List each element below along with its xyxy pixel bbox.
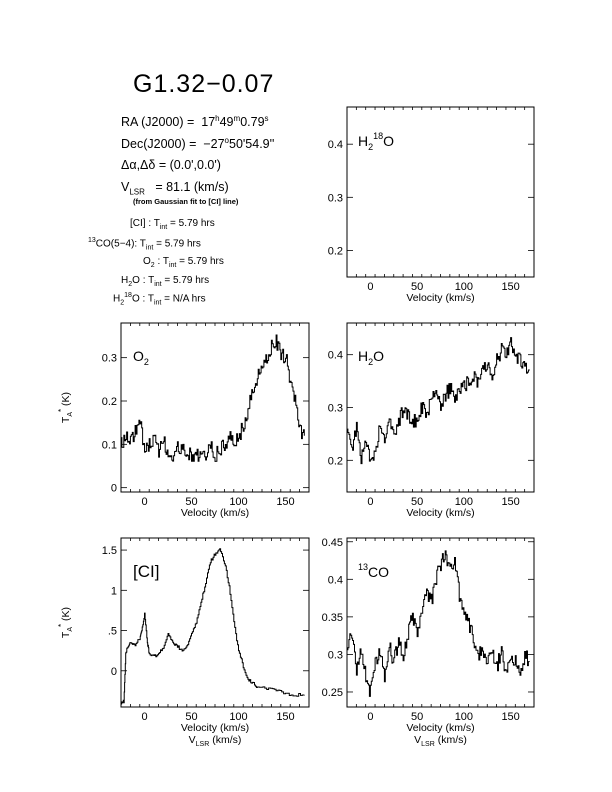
o2-xtick-label: 150 <box>276 496 294 508</box>
ci-spectrum-line <box>121 548 305 705</box>
tint-o2: O2 : Tint = 5.79 hrs <box>143 256 224 269</box>
13co-spectrum-line <box>347 550 530 697</box>
source-title: G1.32−0.07 <box>133 70 275 98</box>
13co-ytick-label: 0.25 <box>322 687 343 699</box>
ci-xtick-label: 0 <box>141 711 147 723</box>
13co-ytick-label: 0.35 <box>322 612 343 624</box>
o2-ytick-label: 0.1 <box>102 439 117 451</box>
o2-ytick-label: 0.2 <box>102 396 117 408</box>
vlsr-line: VLSR = 81.1 (km/s) <box>121 180 229 197</box>
13co-xlabel-velocity: Velocity (km/s) <box>406 722 474 734</box>
h218o-xtick-label: 0 <box>367 281 373 293</box>
13co-xtick-label: 100 <box>455 711 473 723</box>
h2o-xtick-label: 50 <box>411 496 423 508</box>
ci-ytick-label: 1.5 <box>102 545 117 557</box>
o2-label: O2 <box>133 348 149 367</box>
ci-label: [CI] <box>133 562 159 581</box>
h218o-ytick-label: 0.4 <box>328 139 343 151</box>
o2-xtick-label: 50 <box>185 496 197 508</box>
ci-ytick-label: .5 <box>108 626 117 638</box>
o2-xlabel: Velocity (km/s) <box>181 507 249 519</box>
ci-xtick-label: 150 <box>276 711 294 723</box>
dec-line: Dec(J2000) = −27o50'54.9'' <box>121 136 275 152</box>
ci-xlabel: VLSR (km/s) <box>189 734 242 748</box>
o2-xtick-label: 0 <box>141 496 147 508</box>
h2o-ytick-label: 0.3 <box>328 403 343 415</box>
h218o-ytick-label: 0.3 <box>328 192 343 204</box>
13co-xlabel: VLSR (km/s) <box>414 734 467 748</box>
ci-ylabel: TA* (K) <box>57 607 74 638</box>
13co-ytick-label: 0.4 <box>328 574 343 586</box>
tint-ci: [CI] : Tint = 5.79 hrs <box>130 218 215 231</box>
ci-xtick-label: 100 <box>229 711 247 723</box>
ci-ytick-label: 0 <box>111 666 117 678</box>
h218o-ytick-label: 0.2 <box>328 245 343 257</box>
13co-ytick-label: 0.3 <box>328 649 343 661</box>
h218o-xtick-label: 50 <box>411 281 423 293</box>
h218o-label: H218O <box>358 131 394 152</box>
13co-xtick-label: 150 <box>501 711 519 723</box>
vlsr-note: (from Gaussian fit to [CI] line) <box>133 197 239 206</box>
h2o-ytick-label: 0.2 <box>328 455 343 467</box>
h218o-xlabel: Velocity (km/s) <box>406 292 474 304</box>
h2o-xtick-label: 0 <box>367 496 373 508</box>
h218o-xtick-label: 150 <box>501 281 519 293</box>
o2-ylabel: TA* (K) <box>57 392 74 423</box>
offset-line: Δα,Δδ = (0.0',0.0') <box>121 158 221 172</box>
o2-xtick-label: 100 <box>229 496 247 508</box>
h2o-spectrum-line <box>347 337 530 465</box>
ci-xlabel-velocity: Velocity (km/s) <box>181 722 249 734</box>
13co-ytick-label: 0.45 <box>322 537 343 549</box>
h2o-ytick-label: 0.4 <box>328 350 343 362</box>
h2o-label: H2O <box>358 348 384 367</box>
ra-line: RA (J2000) = 17h49m0.79s <box>121 114 269 130</box>
h2o-xlabel: Velocity (km/s) <box>406 507 474 519</box>
tint-13co: 13CO(5−4): Tint = 5.79 hrs <box>88 237 201 252</box>
ci-xtick-label: 50 <box>185 711 197 723</box>
13co-label: 13CO <box>358 562 389 580</box>
h2o-xtick-label: 100 <box>455 496 473 508</box>
o2-frame <box>120 322 310 493</box>
o2-spectrum-line <box>121 334 305 462</box>
ci-ytick-label: 1 <box>111 585 117 597</box>
tint-h2o: H2O : Tint = 5.79 hrs <box>121 275 210 288</box>
tint-h218o: H218O : Tint = N/A hrs <box>113 292 206 307</box>
o2-ytick-label: 0.3 <box>102 353 117 365</box>
13co-xtick-label: 50 <box>411 711 423 723</box>
h218o-xtick-label: 100 <box>455 281 473 293</box>
13co-xtick-label: 0 <box>367 711 373 723</box>
o2-ytick-label: 0 <box>111 483 117 495</box>
h2o-xtick-label: 150 <box>501 496 519 508</box>
